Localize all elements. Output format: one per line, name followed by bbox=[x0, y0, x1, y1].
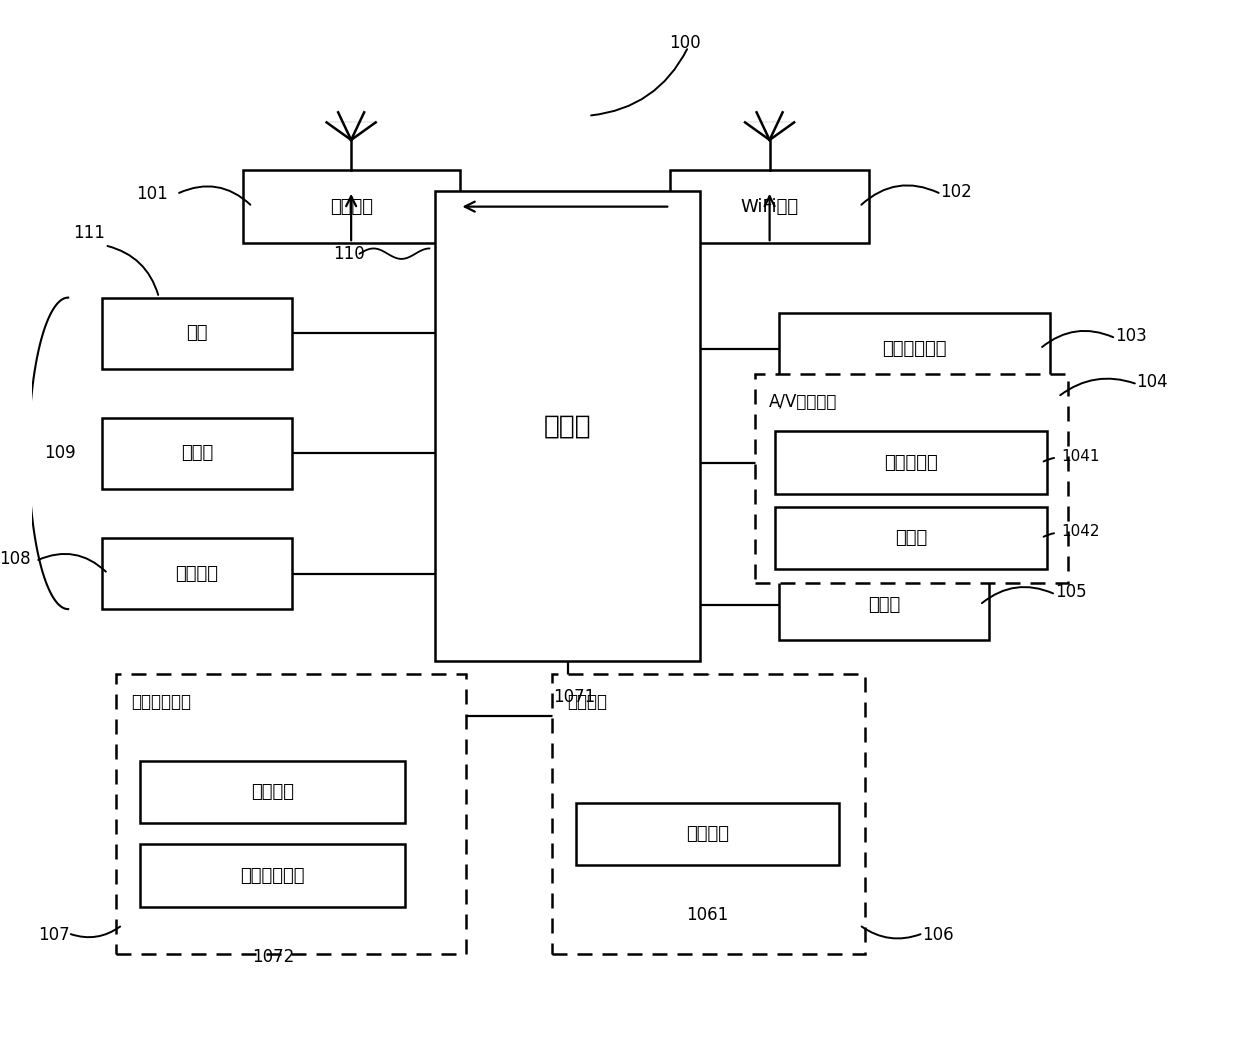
Bar bbox=[776, 431, 1047, 494]
Text: 101: 101 bbox=[136, 185, 169, 203]
Text: 102: 102 bbox=[939, 183, 971, 201]
Bar bbox=[670, 170, 869, 243]
Text: 存储器: 存储器 bbox=[181, 445, 213, 462]
FancyArrowPatch shape bbox=[38, 554, 105, 572]
FancyArrowPatch shape bbox=[981, 588, 1053, 603]
Text: 音频输出单元: 音频输出单元 bbox=[882, 339, 947, 357]
Text: A/V输入单元: A/V输入单元 bbox=[769, 393, 838, 411]
Text: 射频单元: 射频单元 bbox=[330, 198, 373, 215]
Bar bbox=[755, 374, 1068, 583]
Text: 100: 100 bbox=[669, 34, 700, 51]
Bar bbox=[778, 313, 1049, 385]
Text: 电源: 电源 bbox=[186, 324, 208, 343]
Bar bbox=[102, 297, 292, 369]
FancyArrowPatch shape bbox=[1043, 533, 1054, 537]
Text: 107: 107 bbox=[38, 926, 69, 944]
Text: 1041: 1041 bbox=[1062, 449, 1100, 463]
Text: 1072: 1072 bbox=[252, 948, 294, 966]
Text: WiFi模块: WiFi模块 bbox=[741, 198, 799, 215]
FancyArrowPatch shape bbox=[71, 927, 120, 937]
Text: 用户输入单元: 用户输入单元 bbox=[131, 693, 191, 710]
Text: 触控面板: 触控面板 bbox=[252, 783, 295, 801]
Bar bbox=[576, 803, 839, 865]
Bar bbox=[243, 170, 460, 243]
FancyArrowPatch shape bbox=[1061, 378, 1135, 395]
Text: 处理器: 处理器 bbox=[544, 413, 592, 439]
Text: 108: 108 bbox=[0, 550, 31, 568]
Bar bbox=[778, 570, 990, 640]
FancyArrowPatch shape bbox=[861, 927, 921, 939]
FancyArrowPatch shape bbox=[591, 49, 688, 116]
Bar bbox=[553, 674, 865, 954]
Bar bbox=[140, 761, 405, 823]
Text: 传感器: 传感器 bbox=[867, 596, 900, 614]
Text: 111: 111 bbox=[73, 224, 105, 242]
FancyArrowPatch shape bbox=[861, 185, 939, 205]
Text: 106: 106 bbox=[922, 926, 953, 944]
Text: 麦克风: 麦克风 bbox=[895, 529, 927, 547]
Bar bbox=[102, 538, 292, 610]
Text: 图形处理器: 图形处理器 bbox=[885, 454, 938, 472]
Text: 109: 109 bbox=[43, 445, 76, 462]
Text: 显示单元: 显示单元 bbox=[566, 693, 607, 710]
FancyArrowPatch shape bbox=[1043, 458, 1054, 461]
Bar bbox=[140, 844, 405, 907]
Bar bbox=[116, 674, 466, 954]
Text: 其他输入设备: 其他输入设备 bbox=[240, 867, 305, 885]
FancyArrowPatch shape bbox=[180, 186, 250, 205]
Text: 1061: 1061 bbox=[686, 906, 729, 925]
Text: 110: 110 bbox=[333, 245, 364, 263]
Text: 接口单元: 接口单元 bbox=[176, 564, 218, 582]
Text: 103: 103 bbox=[1115, 327, 1147, 346]
FancyArrowPatch shape bbox=[108, 246, 159, 295]
Text: 1071: 1071 bbox=[553, 688, 595, 706]
Bar bbox=[435, 191, 700, 661]
Text: 1042: 1042 bbox=[1062, 524, 1100, 539]
Bar bbox=[776, 507, 1047, 570]
Bar bbox=[102, 418, 292, 489]
Text: 105: 105 bbox=[1056, 583, 1087, 601]
Text: 显示面板: 显示面板 bbox=[686, 825, 729, 843]
FancyArrowPatch shape bbox=[1042, 331, 1114, 347]
Text: 104: 104 bbox=[1136, 373, 1167, 391]
